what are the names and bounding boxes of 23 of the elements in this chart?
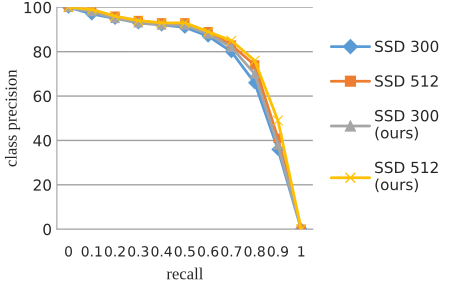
legend-label: SSD 300 (ours) (375, 110, 438, 140)
x-tick-label: 0 (65, 246, 72, 257)
x-tick-label: 0.7 (221, 246, 242, 257)
legend-label: SSD 512 (ours) (375, 162, 438, 192)
x-tick-label: 1 (298, 246, 304, 256)
x-tick-label: 0.1 (82, 246, 102, 257)
x-axis-title: recall (166, 268, 204, 280)
legend-label: SSD 512 (375, 75, 438, 87)
legend-label: SSD 300 (375, 40, 438, 52)
y-tick-label: 20 (34, 179, 52, 191)
y-tick-label: 40 (33, 134, 52, 146)
x-tick-label: 0.5 (174, 246, 195, 257)
y-tick-label: 60 (34, 90, 52, 102)
x-tick-label: 0.3 (128, 246, 148, 257)
x-tick-label: 0.2 (104, 246, 125, 257)
x-tick-label: 0.4 (151, 246, 172, 257)
y-axis-title: class precision (4, 70, 20, 166)
x-tick-label: 0.6 (198, 246, 218, 257)
x-tick-label: 0.8 (244, 246, 265, 257)
y-tick-label: 0 (43, 224, 52, 236)
y-tick-label: 80 (34, 46, 52, 58)
x-tick-label: 0.9 (268, 246, 288, 257)
y-tick-label: 100 (24, 2, 52, 14)
